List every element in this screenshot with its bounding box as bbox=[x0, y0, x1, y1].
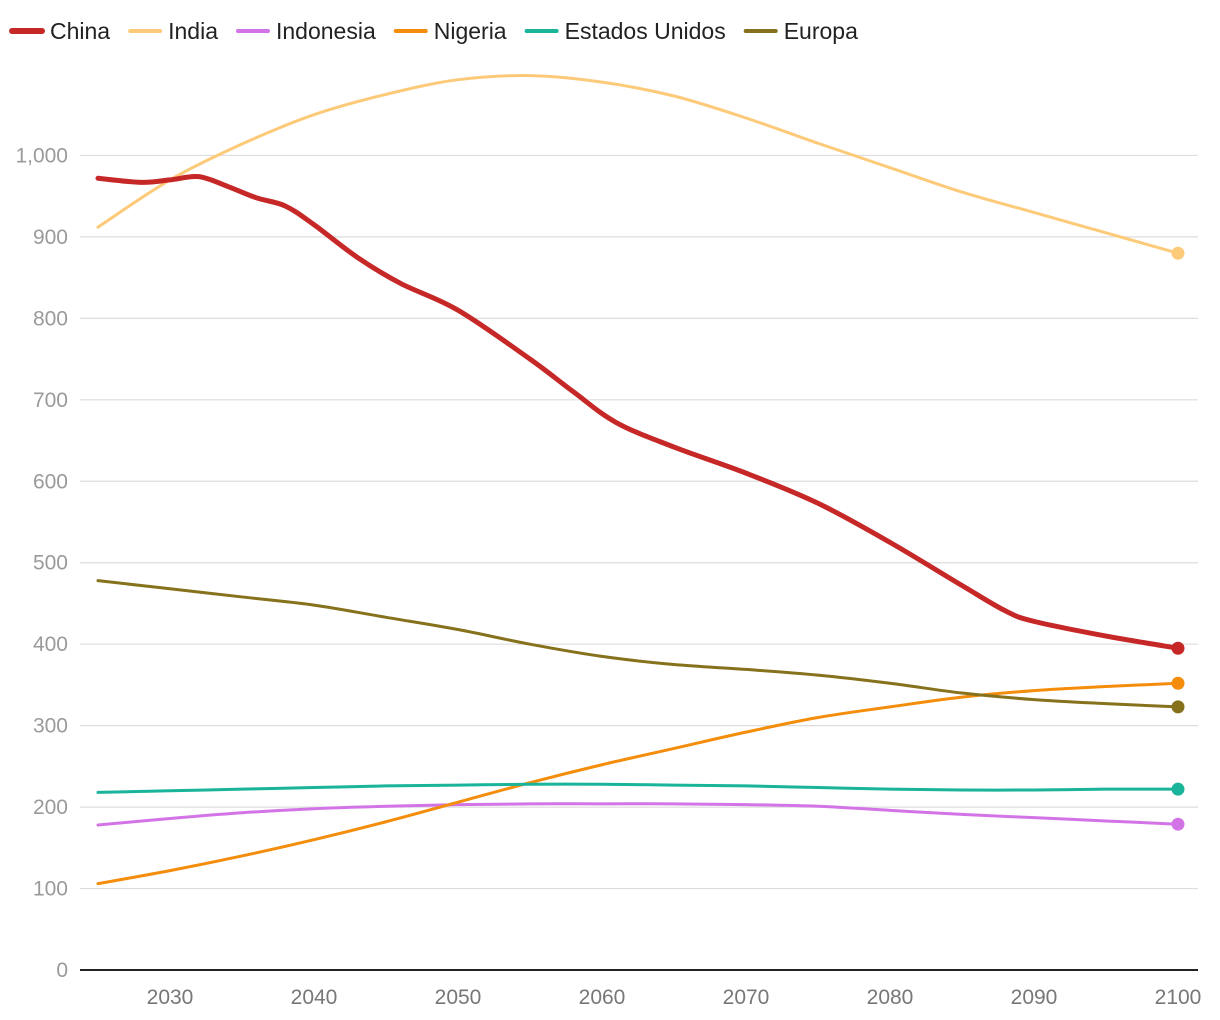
legend: China India Indonesia Nigeria Estados Unidos… bbox=[9, 18, 858, 44]
series-end-point-europa bbox=[1171, 700, 1185, 714]
series-end-point-indonesia bbox=[1171, 817, 1185, 831]
series-line-estados-unidos bbox=[96, 782, 1180, 794]
legend-label-estados-unidos: Estados Unidos bbox=[565, 18, 726, 44]
y-axis-ticks: 0 100 200 300 400 500 600 700 800 900 1,000 bbox=[15, 144, 68, 982]
series-end-point-nigeria bbox=[1171, 676, 1185, 690]
legend-label-europa: Europa bbox=[784, 18, 858, 44]
x-tick-label-2030: 2030 bbox=[147, 986, 194, 1009]
series-end-point-estados-unidos bbox=[1171, 782, 1185, 796]
series-line-china bbox=[95, 173, 1181, 651]
x-tick-label-2040: 2040 bbox=[291, 986, 338, 1009]
series-line-indonesia bbox=[96, 802, 1180, 827]
x-tick-label-2050: 2050 bbox=[435, 986, 482, 1009]
series-line-india bbox=[96, 74, 1180, 255]
y-tick-label-800: 800 bbox=[33, 307, 68, 330]
y-tick-label-500: 500 bbox=[33, 552, 68, 575]
y-tick-label-900: 900 bbox=[33, 226, 68, 249]
x-axis-ticks: 2030 2040 2050 2060 2070 2080 2090 2100 bbox=[147, 986, 1202, 1009]
legend-label-nigeria: Nigeria bbox=[434, 18, 507, 44]
x-tick-label-2080: 2080 bbox=[867, 986, 914, 1009]
legend-label-indonesia: Indonesia bbox=[276, 18, 376, 44]
y-tick-label-400: 400 bbox=[33, 633, 68, 656]
y-tick-label-100: 100 bbox=[33, 878, 68, 901]
legend-label-india: India bbox=[168, 18, 218, 44]
legend-label-china: China bbox=[50, 18, 110, 44]
series-end-point-india bbox=[1171, 246, 1185, 260]
y-tick-label-200: 200 bbox=[33, 796, 68, 819]
series-lines bbox=[95, 74, 1185, 886]
y-tick-label-1000: 1,000 bbox=[15, 144, 68, 167]
x-tick-label-2090: 2090 bbox=[1011, 986, 1058, 1009]
x-tick-label-2070: 2070 bbox=[723, 986, 770, 1009]
series-line-europa bbox=[96, 579, 1180, 709]
y-tick-label-600: 600 bbox=[33, 470, 68, 493]
y-tick-label-300: 300 bbox=[33, 715, 68, 738]
x-tick-label-2100: 2100 bbox=[1155, 986, 1202, 1009]
y-tick-label-700: 700 bbox=[33, 389, 68, 412]
series-end-point-china bbox=[1171, 641, 1185, 655]
y-tick-label-0: 0 bbox=[56, 959, 68, 982]
series-line-nigeria bbox=[96, 681, 1180, 886]
x-tick-label-2060: 2060 bbox=[579, 986, 626, 1009]
grid-lines bbox=[80, 154, 1198, 971]
